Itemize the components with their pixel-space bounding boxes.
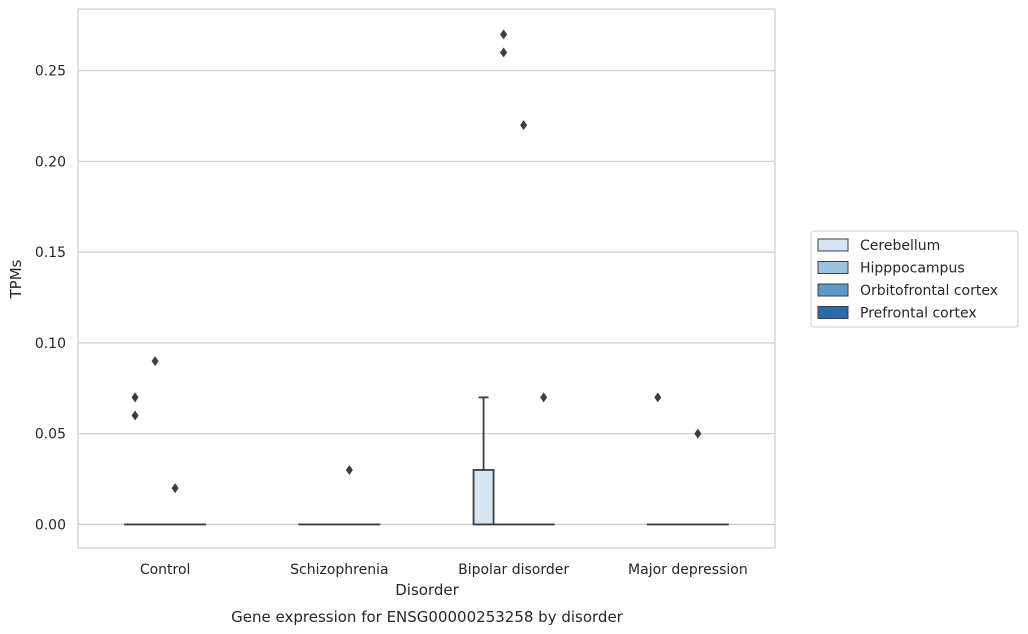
y-axis-label: TPMs [7,259,25,299]
legend-label: Cerebellum [860,238,940,254]
y-axis-ticks: 0.00 0.05 0.10 0.15 0.20 0.25 [35,64,66,534]
x-axis-ticks: Control Schizophrenia Bipolar disorder Majo… [140,562,748,578]
outlier-point [500,47,508,58]
outlier-point [171,483,179,494]
legend: Cerebellum Hipppocampus Orbitofrontal cort… [810,230,1019,328]
outlier-points [131,29,702,494]
x-tick-label: Control [140,562,191,578]
x-tick-label: Bipolar disorder [458,562,569,578]
legend-label: Orbitofrontal cortex [860,283,998,299]
outlier-point [654,392,662,403]
legend-items: Cerebellum Hipppocampus Orbitofrontal cort… [817,238,998,322]
y-tick-label: 0.05 [35,427,66,443]
legend-swatch [817,306,849,319]
x-axis-label: Disorder [395,581,459,599]
outlier-point [500,29,508,40]
legend-swatch [817,283,849,297]
outlier-point [151,356,159,367]
outlier-point [131,410,139,421]
box-cerebellum [472,396,495,526]
outlier-point [540,392,548,403]
outlier-point [694,428,702,439]
legend-swatch [817,261,849,274]
legend-label: Hipppocampus [860,261,965,277]
legend-frame [810,230,1019,328]
y-tick-label: 0.20 [35,154,66,170]
legend-label: Prefrontal cortex [860,306,977,322]
chart-caption: Gene expression for ENSG00000253258 by d… [231,608,624,626]
box-plots [124,396,729,526]
box-body [472,469,495,526]
outlier-point [131,392,139,403]
legend-swatch [817,238,849,252]
plot-frame [77,8,776,549]
x-tick-label: Schizophrenia [290,562,388,578]
y-tick-label: 0.10 [35,336,66,352]
outlier-point [345,464,353,475]
y-tick-label: 0.25 [35,64,66,80]
grid-lines [78,70,775,526]
y-tick-label: 0.00 [35,517,66,533]
x-tick-label: Major depression [628,562,748,578]
y-tick-label: 0.15 [35,245,66,261]
outlier-point [520,120,528,131]
